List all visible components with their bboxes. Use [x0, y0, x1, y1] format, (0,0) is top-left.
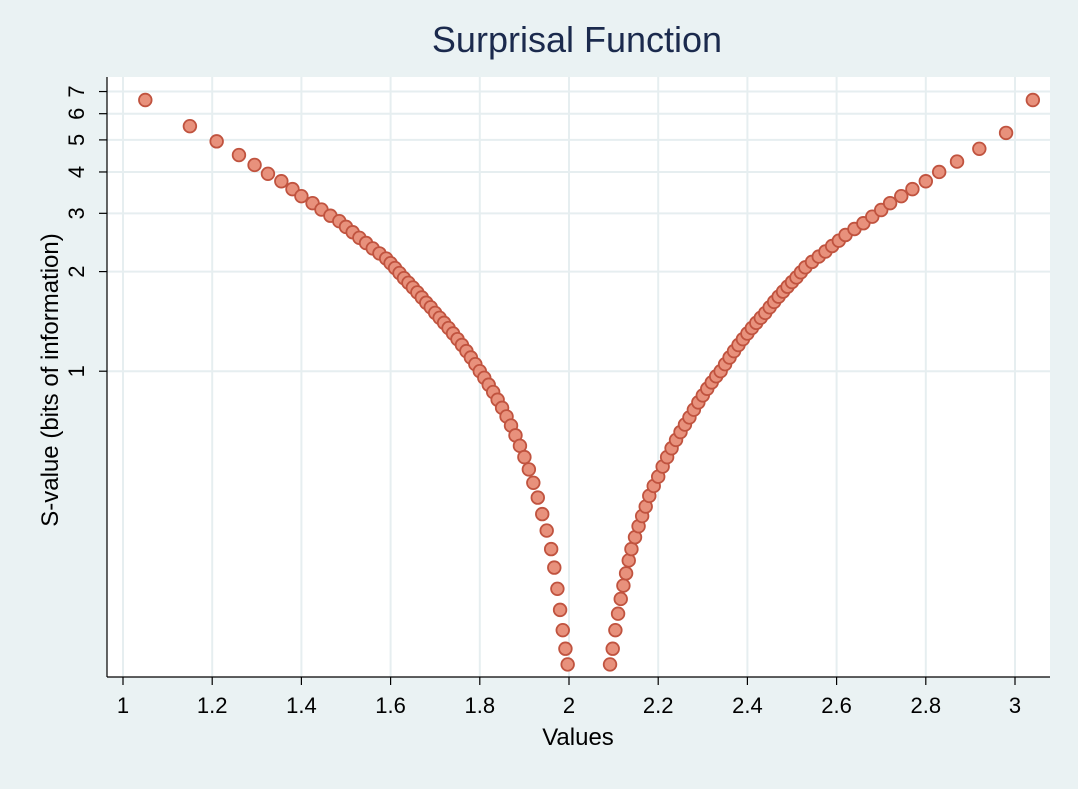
data-point — [1025, 92, 1041, 108]
data-point — [543, 541, 559, 557]
data-point — [613, 591, 628, 607]
data-point — [247, 157, 262, 173]
data-point — [608, 622, 623, 638]
data-point — [972, 141, 987, 156]
y-tick-label: 3 — [64, 207, 89, 219]
data-point — [894, 188, 909, 204]
data-point — [558, 641, 573, 656]
data-point — [530, 490, 545, 505]
data-point — [560, 657, 575, 672]
data-point — [882, 195, 898, 211]
x-tick-label: 1.2 — [197, 693, 228, 718]
data-point — [931, 164, 947, 180]
grid-lines — [107, 77, 1050, 677]
data-points — [138, 92, 1041, 672]
data-point — [552, 602, 568, 618]
y-tick-label: 6 — [64, 108, 89, 120]
data-point — [610, 606, 626, 621]
data-point — [547, 560, 562, 575]
x-tick-label: 2 — [563, 693, 575, 718]
data-point — [539, 523, 554, 538]
data-point — [294, 188, 309, 204]
ticks: 1 1.2 1.4 1.6 1.8 2 2.2 2.4 2.6 2.8 3 1 2 3 4 5 6 7 — [64, 85, 1021, 718]
data-point — [535, 506, 550, 522]
x-tick-label: 1 — [117, 693, 129, 718]
x-tick-label: 3 — [1009, 693, 1021, 718]
y-tick-label: 5 — [64, 134, 89, 146]
data-point — [231, 147, 247, 163]
data-point — [605, 641, 620, 656]
x-tick-label: 1.6 — [375, 693, 406, 718]
data-point — [521, 462, 537, 477]
data-point — [998, 125, 1014, 141]
x-axis-label: Values — [542, 724, 614, 751]
data-point — [517, 449, 532, 465]
data-point — [616, 578, 631, 593]
x-tick-label: 1.8 — [465, 693, 496, 718]
data-point — [624, 541, 639, 557]
data-point — [526, 475, 541, 491]
axes — [106, 77, 1050, 678]
data-point — [918, 174, 934, 189]
y-tick-label: 7 — [64, 85, 89, 97]
y-axis-label: S-value (bits of information) — [37, 233, 64, 526]
y-tick-label: 2 — [64, 265, 89, 277]
x-tick-label: 2.6 — [821, 693, 852, 718]
data-point — [274, 174, 289, 189]
data-point — [555, 622, 570, 638]
data-point — [949, 154, 965, 169]
data-point — [209, 134, 224, 149]
y-tick-label: 1 — [64, 365, 89, 377]
x-tick-label: 1.4 — [286, 693, 317, 718]
data-point — [618, 566, 634, 581]
x-tick-label: 2.2 — [643, 693, 674, 718]
chart-title: Surprisal Function — [432, 19, 722, 60]
data-point — [550, 581, 565, 597]
y-tick-label: 4 — [64, 166, 89, 178]
data-point — [260, 166, 276, 181]
x-tick-label: 2.4 — [732, 693, 763, 718]
x-tick-label: 2.8 — [911, 693, 942, 718]
data-point — [905, 181, 920, 197]
data-point — [138, 92, 153, 108]
data-point — [602, 657, 618, 672]
data-point — [182, 118, 198, 134]
